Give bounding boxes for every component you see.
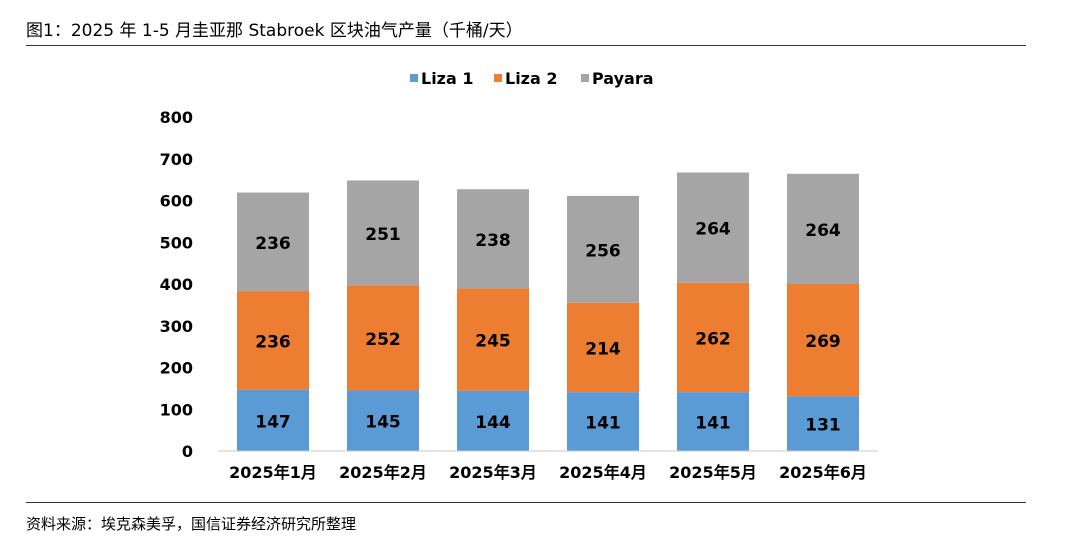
y-tick-label: 100 (160, 400, 193, 419)
bar-segment (787, 173, 859, 284)
title-rule (26, 45, 1026, 46)
bar-segment (677, 172, 749, 283)
data-label: 262 (695, 329, 731, 349)
y-tick-label: 300 (160, 317, 193, 336)
chart-legend: Liza 1 Liza 2 Payara (410, 69, 654, 88)
bar-segment (347, 285, 419, 391)
data-label: 141 (695, 414, 731, 434)
bar-segment (677, 282, 749, 393)
legend-label: Payara (592, 69, 654, 88)
data-label: 236 (255, 332, 291, 352)
bar-segment (237, 291, 309, 390)
y-tick-label: 600 (160, 192, 193, 211)
y-tick-label: 0 (182, 442, 193, 461)
x-tick-label: 2025年4月 (559, 463, 647, 482)
data-label: 238 (475, 231, 511, 251)
x-tick-label: 2025年3月 (449, 463, 537, 482)
bar-segment (567, 195, 639, 303)
legend-label: Liza 2 (505, 69, 558, 88)
legend-swatch (581, 74, 589, 82)
y-tick-label: 200 (160, 359, 193, 378)
source-rule (26, 502, 1026, 503)
data-label: 251 (365, 225, 401, 245)
source-note: 资料来源：埃克森美孚，国信证券经济研究所整理 (26, 515, 357, 533)
data-label: 236 (255, 234, 291, 254)
bar-segment (457, 189, 529, 289)
bar-series: 147 236 236 145 252 251 144 245 238 141 214 256 141 2… (237, 172, 859, 451)
legend-swatch (494, 74, 502, 82)
data-label: 147 (255, 412, 291, 432)
y-axis: 0 100 200 300 400 500 600 700 800 (160, 108, 193, 461)
data-label: 245 (475, 332, 511, 352)
y-tick-label: 500 (160, 233, 193, 252)
y-tick-label: 400 (160, 275, 193, 294)
bar-segment (347, 180, 419, 286)
data-label: 264 (805, 221, 841, 241)
bar-segment (567, 392, 639, 451)
legend-swatch (410, 74, 418, 82)
data-label: 144 (475, 413, 511, 433)
y-tick-label: 800 (160, 108, 193, 127)
bar-segment (677, 392, 749, 451)
x-tick-label: 2025年6月 (779, 463, 867, 482)
data-label: 264 (695, 220, 731, 240)
data-label: 145 (365, 413, 401, 433)
data-label: 131 (805, 416, 841, 436)
bar-segment (567, 302, 639, 393)
x-tick-label: 2025年5月 (669, 463, 757, 482)
bar-segment (787, 284, 859, 397)
bar-segment (457, 288, 529, 391)
bar-segment (457, 390, 529, 451)
bar-segment (787, 396, 859, 451)
y-tick-label: 700 (160, 150, 193, 169)
data-label: 256 (585, 241, 621, 261)
bar-segment (237, 389, 309, 451)
legend-label: Liza 1 (421, 69, 474, 88)
data-label: 214 (585, 339, 621, 359)
data-label: 269 (805, 332, 841, 352)
data-label: 252 (365, 330, 401, 350)
bar-segment (347, 390, 419, 451)
data-label: 141 (585, 414, 621, 434)
x-axis: 2025年1月 2025年2月 2025年3月 2025年4月 2025年5月 2025年… (218, 450, 878, 482)
bar-segment (237, 192, 309, 292)
x-tick-label: 2025年2月 (339, 463, 427, 482)
x-tick-label: 2025年1月 (229, 463, 317, 482)
chart-title: 图1：2025 年 1-5 月圭亚那 Stabroek 区块油气产量（千桶/天） (26, 21, 523, 41)
